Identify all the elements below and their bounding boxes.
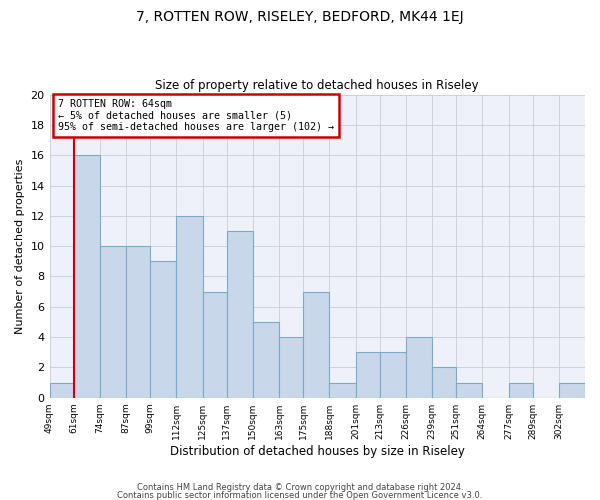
Text: Contains HM Land Registry data © Crown copyright and database right 2024.: Contains HM Land Registry data © Crown c… bbox=[137, 484, 463, 492]
Bar bbox=[356, 352, 380, 398]
Bar bbox=[253, 322, 279, 398]
Bar bbox=[380, 352, 406, 398]
Bar bbox=[126, 246, 150, 398]
Bar bbox=[50, 382, 74, 398]
Bar bbox=[74, 155, 100, 398]
Text: 7 ROTTEN ROW: 64sqm
← 5% of detached houses are smaller (5)
95% of semi-detached: 7 ROTTEN ROW: 64sqm ← 5% of detached hou… bbox=[58, 99, 334, 132]
Bar bbox=[432, 368, 456, 398]
Bar bbox=[509, 382, 533, 398]
Bar bbox=[279, 337, 303, 398]
Bar bbox=[559, 382, 585, 398]
Bar bbox=[303, 292, 329, 398]
Bar bbox=[406, 337, 432, 398]
Bar bbox=[203, 292, 227, 398]
Text: Contains public sector information licensed under the Open Government Licence v3: Contains public sector information licen… bbox=[118, 490, 482, 500]
Y-axis label: Number of detached properties: Number of detached properties bbox=[15, 158, 25, 334]
Bar bbox=[227, 231, 253, 398]
Title: Size of property relative to detached houses in Riseley: Size of property relative to detached ho… bbox=[155, 79, 479, 92]
Bar bbox=[176, 216, 203, 398]
Bar bbox=[456, 382, 482, 398]
X-axis label: Distribution of detached houses by size in Riseley: Distribution of detached houses by size … bbox=[170, 444, 465, 458]
Bar bbox=[100, 246, 126, 398]
Bar bbox=[329, 382, 356, 398]
Bar bbox=[150, 262, 176, 398]
Text: 7, ROTTEN ROW, RISELEY, BEDFORD, MK44 1EJ: 7, ROTTEN ROW, RISELEY, BEDFORD, MK44 1E… bbox=[136, 10, 464, 24]
